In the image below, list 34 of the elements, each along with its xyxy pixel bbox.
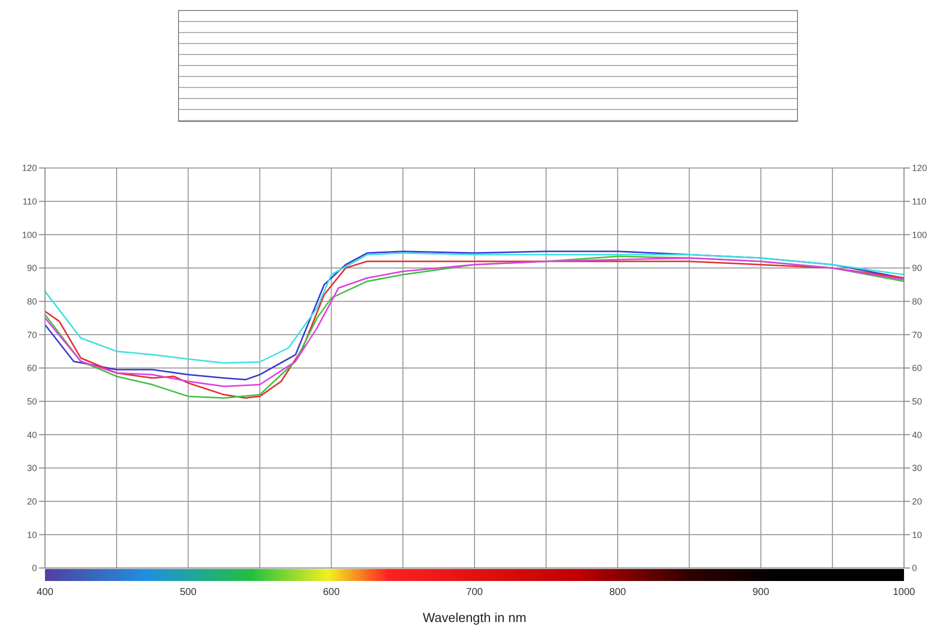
y-tick-label: 0 xyxy=(32,563,37,574)
x-tick-label: 700 xyxy=(466,587,484,598)
y-tick-label: 50 xyxy=(26,396,37,407)
x-tick-label: 900 xyxy=(752,587,770,598)
x-tick-label: 500 xyxy=(180,587,197,598)
y-tick-label: 100 xyxy=(22,230,37,240)
x-tick-label: 400 xyxy=(36,587,54,598)
y2-tick-label: 120 xyxy=(912,163,928,174)
y-tick-label: 60 xyxy=(26,363,37,374)
y2-tick-label: 60 xyxy=(912,363,922,374)
y-tick-label: 20 xyxy=(26,496,37,507)
y-tick-label: 110 xyxy=(22,196,37,207)
y2-tick-label: 0 xyxy=(912,563,918,574)
y2-tick-label: 10 xyxy=(912,530,922,540)
y2-tick-label: 110 xyxy=(912,196,926,207)
y-tick-label: 120 xyxy=(22,163,37,174)
y-tick-label: 40 xyxy=(26,430,37,440)
y-tick-label: 90 xyxy=(26,263,37,274)
y2-tick-label: 50 xyxy=(912,396,922,407)
y-tick-label: 80 xyxy=(26,296,37,307)
y-tick-label: 10 xyxy=(26,530,37,540)
x-axis-title: Wavelength in nm xyxy=(422,610,528,625)
x-tick-label: 800 xyxy=(609,587,626,598)
y2-tick-label: 100 xyxy=(912,230,928,240)
y2-tick-label: 70 xyxy=(912,330,922,340)
y-tick-label: 70 xyxy=(26,330,37,340)
y2-tick-label: 90 xyxy=(912,263,922,274)
y2-tick-label: 30 xyxy=(912,463,922,474)
y2-tick-label: 80 xyxy=(912,296,922,307)
y2-tick-label: 20 xyxy=(912,496,922,507)
y2-tick-label: 40 xyxy=(912,430,922,440)
x-tick-label: 600 xyxy=(322,587,340,598)
x-tick-label: 1000 xyxy=(892,587,916,598)
y-tick-label: 30 xyxy=(26,463,37,474)
